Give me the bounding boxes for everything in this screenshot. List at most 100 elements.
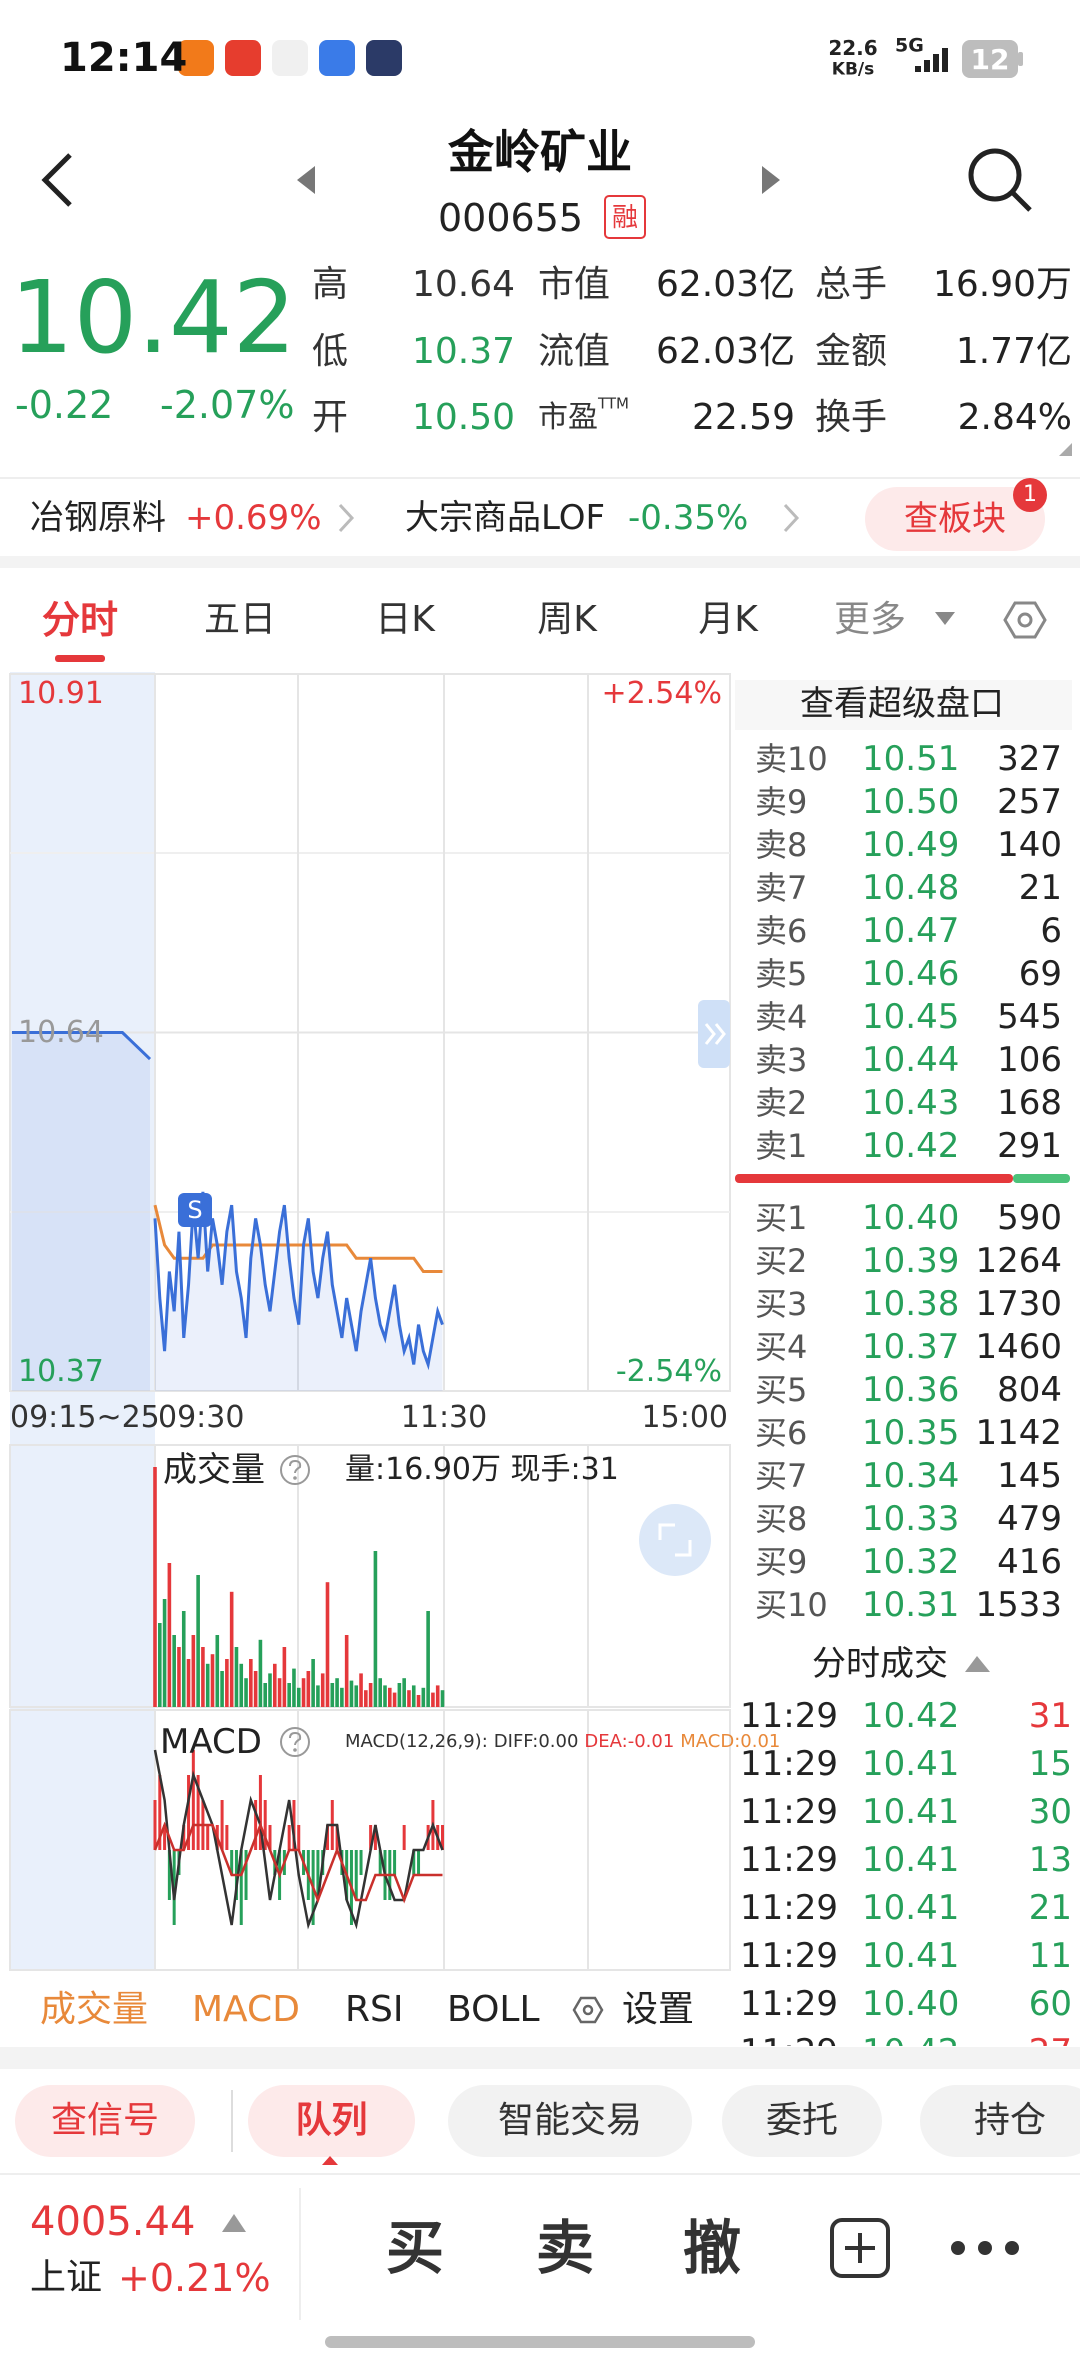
volume-bar <box>249 1659 253 1707</box>
indicator-tab[interactable]: 成交量 <box>40 1989 149 2030</box>
level-volume: 257 <box>997 782 1062 822</box>
level-volume: 1533 <box>975 1585 1062 1625</box>
trade-time: 11:29 <box>740 1744 838 1784</box>
signal-marker <box>178 1193 212 1227</box>
bottom-tab[interactable]: 委托 <box>765 2100 839 2141</box>
volume-bar <box>325 1582 330 1707</box>
macd-bar <box>196 1775 200 1850</box>
clock: 12:14 <box>60 35 188 81</box>
chart-tab[interactable]: 月K <box>698 599 758 640</box>
help-icon <box>280 1727 310 1757</box>
level-price: 10.36 <box>862 1370 960 1410</box>
stat-label: 市值 <box>538 264 611 305</box>
chart-tab[interactable]: 分时 <box>41 598 119 642</box>
volume-bar <box>440 1690 445 1707</box>
level-price: 10.45 <box>862 997 960 1037</box>
trade-price: 10.41 <box>862 1888 960 1928</box>
macd-bar <box>326 1825 329 1850</box>
expand-corner <box>1059 443 1072 456</box>
help-icon <box>280 1455 310 1485</box>
level-label: 买2 <box>755 1242 808 1280</box>
macd-bar <box>373 1825 377 1850</box>
stat-label: 市盈 <box>538 400 598 435</box>
chart-tab[interactable]: 更多 <box>833 599 907 640</box>
level-label: 卖6 <box>755 912 808 950</box>
trade-volume: 27 <box>1029 2035 1072 2046</box>
level-price: 10.48 <box>862 868 960 908</box>
volume-bar <box>426 1611 430 1707</box>
volume-bar <box>253 1671 258 1707</box>
volume-bar <box>287 1683 291 1707</box>
sector-name[interactable]: 大宗商品LOF <box>405 498 606 538</box>
bottom-tab[interactable]: 智能交易 <box>497 2100 643 2141</box>
volume-bar <box>258 1639 263 1707</box>
margin-badge <box>604 195 646 239</box>
signal-bar <box>933 54 939 72</box>
indicator-tab[interactable]: BOLL <box>447 1989 540 2030</box>
trade-price: 10.42 <box>862 2035 959 2046</box>
dea-line <box>153 1821 443 1904</box>
level-volume: 168 <box>997 1083 1062 1123</box>
volume-bar <box>359 1673 363 1707</box>
battery-level: 12 <box>970 43 1010 76</box>
level-volume: 140 <box>997 825 1062 865</box>
stat-label: 高 <box>312 264 349 305</box>
volume-bar <box>397 1683 402 1707</box>
help-dot <box>293 1476 297 1480</box>
macd-bar <box>158 1775 162 1850</box>
indicator-tab[interactable]: 设置 <box>622 1989 695 2030</box>
ttm-superscript: TTM <box>598 394 630 413</box>
chart-tab[interactable]: 日K <box>375 599 435 640</box>
volume-bar <box>392 1692 397 1707</box>
volume-bar <box>296 1687 301 1707</box>
orderbook-title[interactable]: 查看超级盘口 <box>800 684 1004 724</box>
trade-volume: 11 <box>1028 1936 1072 1976</box>
trade-action[interactable]: 买 <box>385 2214 445 2282</box>
volume-bar <box>421 1687 426 1707</box>
macd-bar <box>369 1825 373 1850</box>
chart-tab[interactable]: 五日 <box>203 599 277 640</box>
volume-bar <box>234 1647 239 1707</box>
volume-bar <box>167 1563 172 1707</box>
macd-bar <box>225 1825 229 1850</box>
macd-bar <box>268 1825 272 1850</box>
bottom-tab[interactable]: 队列 <box>295 2100 368 2141</box>
trade-action[interactable]: 卖 <box>535 2214 595 2282</box>
settings-hex-dot <box>1017 612 1033 628</box>
bottom-tab[interactable]: 持仓 <box>973 2100 1047 2141</box>
signal-text: S <box>187 1196 203 1224</box>
volume-bar <box>301 1678 306 1707</box>
level-volume: 479 <box>997 1499 1062 1539</box>
indicator-tab[interactable]: RSI <box>345 1989 404 2030</box>
volume-bar <box>225 1659 229 1707</box>
volume-bar <box>191 1635 196 1707</box>
volume-bar <box>277 1678 282 1707</box>
time-axis-label: 11:30 <box>400 1400 488 1435</box>
sector-button-text[interactable]: 查板块 <box>904 499 1006 539</box>
level-label: 买6 <box>755 1414 808 1452</box>
chart-tab[interactable]: 周K <box>537 599 597 640</box>
premarket-area <box>12 1032 150 1391</box>
macd-bar <box>393 1850 397 1875</box>
volume-bar <box>373 1551 378 1707</box>
level-volume: 145 <box>997 1456 1062 1496</box>
chevron <box>338 503 355 533</box>
level-price: 10.33 <box>862 1499 960 1539</box>
bottom-tab[interactable]: 查信号 <box>50 2100 160 2141</box>
trade-volume: 31 <box>1028 1696 1072 1736</box>
volume-bar <box>268 1673 272 1707</box>
stat-value: 1.77亿 <box>955 331 1072 372</box>
level-volume: 69 <box>1018 954 1062 994</box>
level-label: 买4 <box>755 1328 808 1366</box>
stat-label: 金额 <box>815 331 888 372</box>
sector-name[interactable]: 冶钢原料 <box>30 498 166 538</box>
section-band <box>0 556 1080 568</box>
level-label: 卖5 <box>755 955 808 993</box>
indicator-tab[interactable]: MACD <box>192 1989 300 2030</box>
level-price: 10.44 <box>862 1040 960 1080</box>
trade-price: 10.41 <box>862 1936 960 1976</box>
panel-frame <box>9 1709 731 1971</box>
macd-legend-item: DEA:-0.01 <box>584 1731 675 1752</box>
trade-action[interactable]: 撤 <box>682 2214 742 2282</box>
more-arrow <box>935 612 955 625</box>
